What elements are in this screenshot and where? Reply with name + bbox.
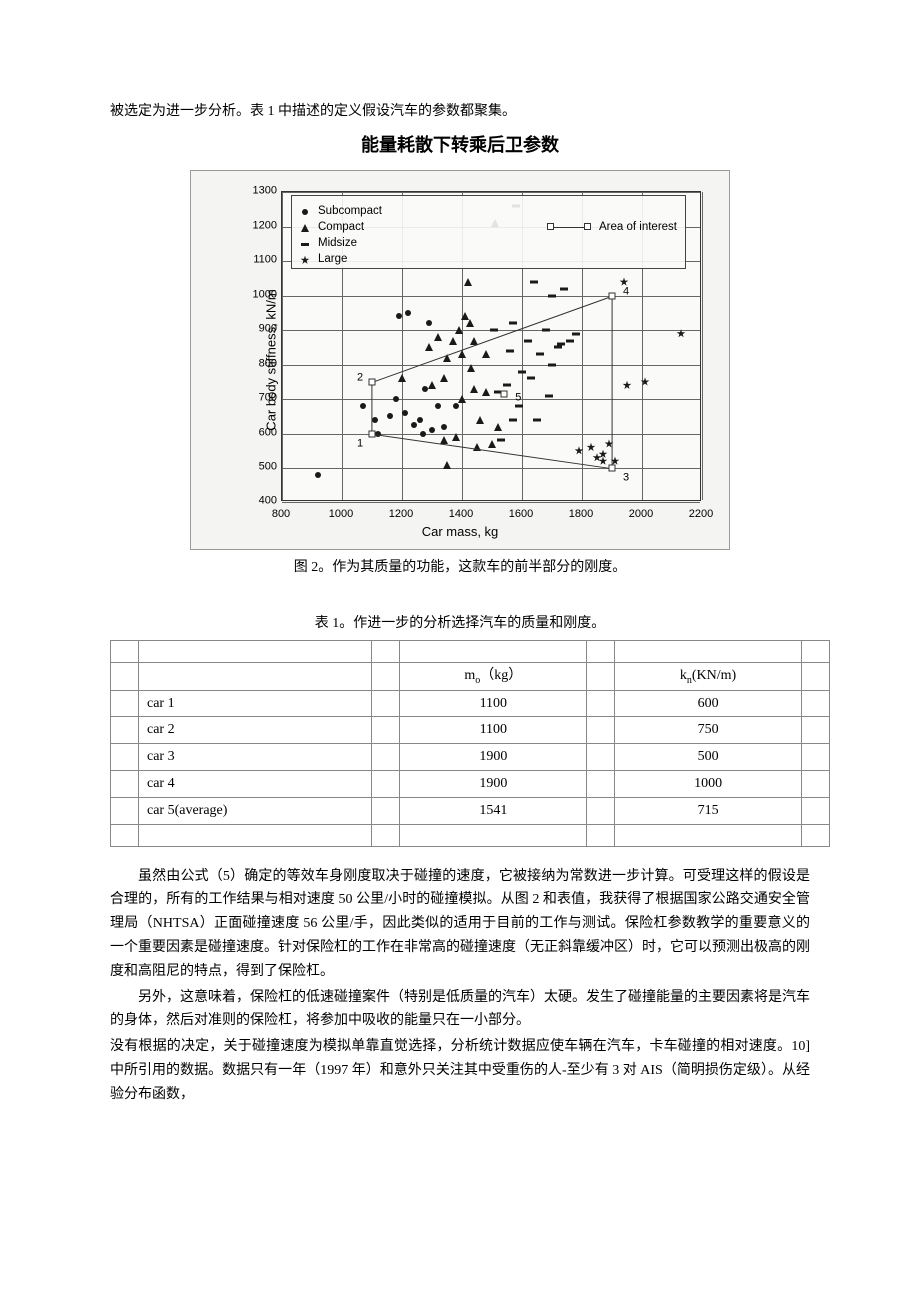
x-axis-label: Car mass, kg bbox=[422, 521, 499, 543]
legend-aoi: Area of interest bbox=[599, 218, 677, 238]
top-paragraph: 被选定为进一步分析。表 1 中描述的定义假设汽车的参数都聚集。 bbox=[110, 100, 810, 124]
table-row: car 11100600 bbox=[111, 690, 830, 717]
table-row: car 419001000 bbox=[111, 770, 830, 797]
table-row: car 5(average)1541715 bbox=[111, 797, 830, 824]
table-header-row: mo（kg） kn(KN/m) bbox=[111, 662, 830, 690]
body-paragraph-2: 另外，这意味着，保险杠的低速碰撞案件（特别是低质量的汽车）太硬。发生了碰撞能量的… bbox=[110, 986, 810, 1034]
scatter-chart: Car body stiffness, kN/m Car mass, kg 12… bbox=[190, 170, 730, 550]
scatter-chart-container: Car body stiffness, kN/m Car mass, kg 12… bbox=[190, 170, 730, 550]
body-paragraph-3: 没有根据的决定，关于碰撞速度为模拟单靠直觉选择，分析统计数据应使车辆在汽车，卡车… bbox=[110, 1035, 810, 1106]
figure-caption: 图 2。作为其质量的功能，这款车的前半部分的刚度。 bbox=[110, 556, 810, 580]
table-row: car 31900500 bbox=[111, 744, 830, 771]
body-paragraph-1: 虽然由公式（5）确定的等效车身刚度取决于碰撞的速度，它被接纳为常数进一步计算。可… bbox=[110, 865, 810, 984]
table-caption: 表 1。作进一步的分析选择汽车的质量和刚度。 bbox=[110, 612, 810, 636]
legend-large: Large bbox=[318, 250, 347, 270]
section-heading: 能量耗散下转乘后卫参数 bbox=[110, 130, 810, 161]
chart-legend: Subcompact Compact Midsize Large Area of… bbox=[291, 195, 686, 269]
mass-header: mo（kg） bbox=[400, 662, 587, 690]
car-params-table: mo（kg） kn(KN/m) car 11100600 car 2110075… bbox=[110, 640, 830, 847]
table-row: car 21100750 bbox=[111, 717, 830, 744]
stiffness-header: kn(KN/m) bbox=[615, 662, 802, 690]
